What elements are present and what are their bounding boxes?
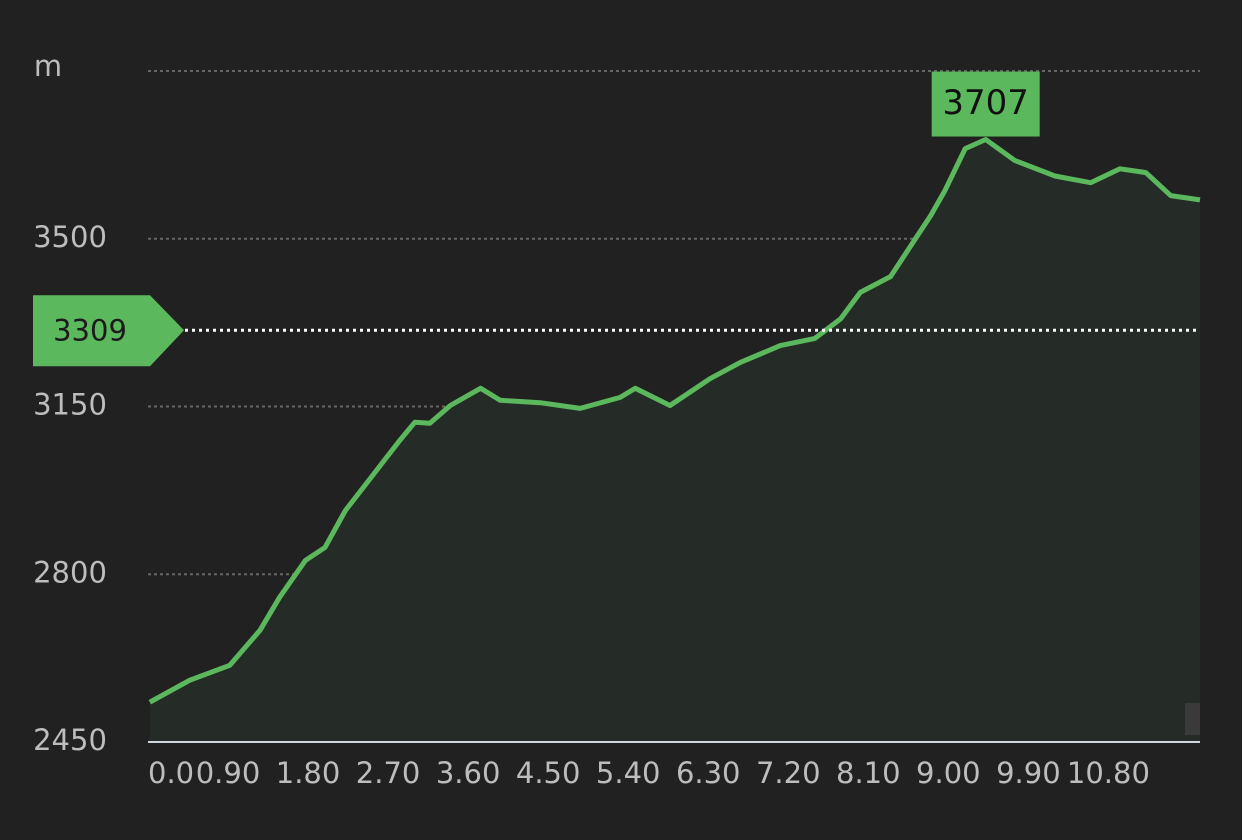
x-tick-label: 1.80 (276, 756, 341, 790)
x-tick-label: 9.00 (916, 756, 981, 790)
max-flag (931, 71, 1040, 137)
y-tick-label: 2800 (33, 555, 107, 589)
x-tick-label: 9.90 (996, 756, 1061, 790)
x-tick-label: 0.90 (196, 756, 261, 790)
area-fill (149, 139, 1200, 742)
x-tick-label: 10.80 (1067, 756, 1150, 790)
x-tick-label: 7.20 (756, 756, 821, 790)
scroll-handle (1185, 703, 1200, 735)
x-tick-label: 8.10 (836, 756, 901, 790)
x-tick-label: 3.60 (436, 756, 501, 790)
max-label: 3707 (942, 83, 1029, 123)
elevation-line (148, 137, 1201, 705)
y-tick-label: 3150 (33, 388, 107, 422)
x-tick-label: 0.0 (148, 756, 194, 790)
x-tick-label: 5.40 (596, 756, 661, 790)
current-label: 3309 (53, 313, 127, 347)
x-tick-label: 6.30 (676, 756, 741, 790)
y-axis-label: m (34, 49, 62, 83)
current-flag (33, 295, 184, 367)
y-tick-label: 2450 (33, 723, 107, 757)
y-tick-label: 3500 (33, 220, 107, 254)
x-tick-label: 2.70 (356, 756, 421, 790)
x-tick-label: 4.50 (516, 756, 581, 790)
